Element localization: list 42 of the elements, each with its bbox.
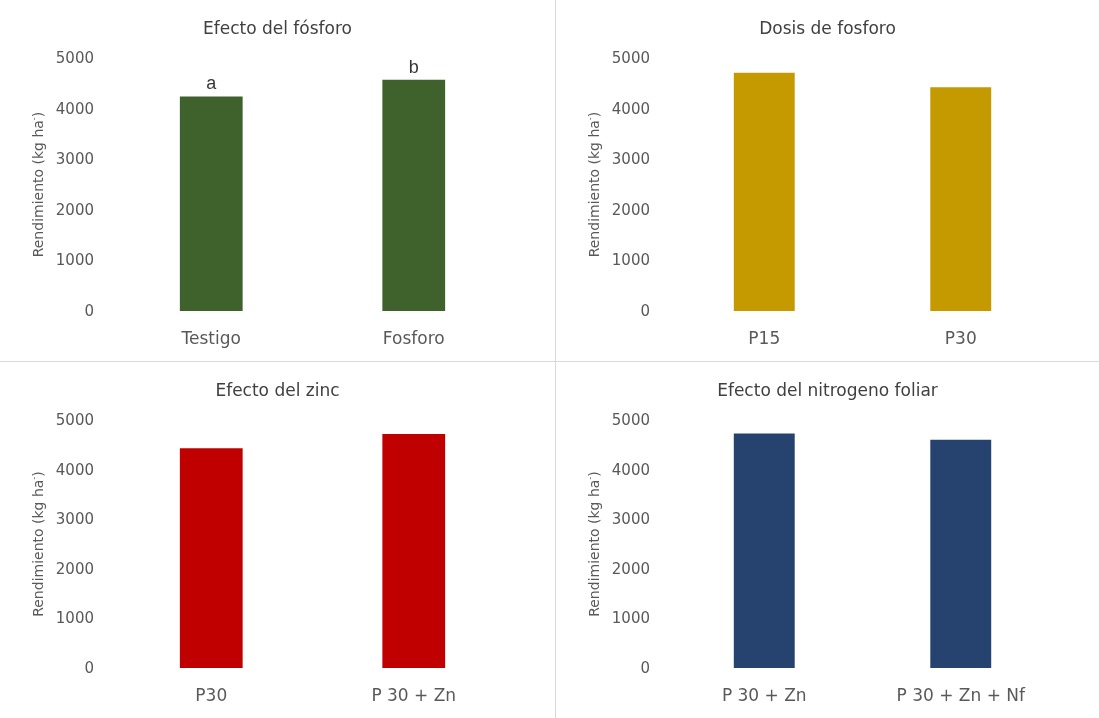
y-axis-title: Rendimiento (kg ha-) <box>584 471 602 617</box>
y-tick-label: 4000 <box>55 99 94 118</box>
x-tick-label: P 30 + Zn <box>371 684 457 705</box>
y-tick-label: 4000 <box>611 99 650 118</box>
y-tick-label: 3000 <box>55 150 94 169</box>
annotation: b <box>408 56 419 77</box>
y-tick-label: 0 <box>84 302 94 320</box>
y-tick-label: 5000 <box>55 411 94 429</box>
y-axis-title: Rendimiento (kg ha-) <box>28 111 46 258</box>
y-tick-label: 4000 <box>611 460 650 479</box>
annotation: a <box>206 73 218 94</box>
y-tick-label: 5000 <box>611 411 650 429</box>
y-tick-label: 3000 <box>55 510 94 529</box>
y-tick-label: 0 <box>640 659 650 677</box>
chart-title: Efecto del zinc <box>215 379 340 400</box>
x-tick-label: P 30 + Zn <box>721 684 807 705</box>
y-tick-label: 5000 <box>55 49 94 67</box>
y-tick-label: 1000 <box>55 609 94 628</box>
y-axis-title: Rendimiento (kg ha-) <box>584 111 602 258</box>
x-tick-label: P30 <box>944 327 977 348</box>
x-tick-label: Fosforo <box>382 327 445 348</box>
y-axis-title: Rendimiento (kg ha-) <box>28 471 46 617</box>
y-tick-label: 4000 <box>55 460 94 479</box>
y-tick-label: 2000 <box>55 200 94 219</box>
chart-title: Efecto del fósforo <box>202 17 353 38</box>
x-tick-label: P30 <box>195 684 228 705</box>
x-tick-label: P15 <box>748 327 781 348</box>
y-tick-label: 0 <box>640 302 650 320</box>
y-tick-label: 1000 <box>55 251 94 270</box>
y-tick-label: 5000 <box>611 49 650 67</box>
y-tick-label: 2000 <box>611 559 650 578</box>
x-tick-label: Testigo <box>180 327 241 348</box>
y-tick-label: 3000 <box>611 510 650 529</box>
x-tick-label: P 30 + Zn + Nf <box>896 684 1027 705</box>
y-tick-label: 3000 <box>611 150 650 169</box>
y-tick-label: 2000 <box>55 559 94 578</box>
y-tick-label: 0 <box>84 659 94 677</box>
chart-title: Dosis de fosforo <box>759 17 896 38</box>
y-tick-label: 1000 <box>611 251 650 270</box>
chart-title: Efecto del nitrogeno foliar <box>717 379 938 400</box>
y-tick-label: 1000 <box>611 609 650 628</box>
y-tick-label: 2000 <box>611 200 650 219</box>
